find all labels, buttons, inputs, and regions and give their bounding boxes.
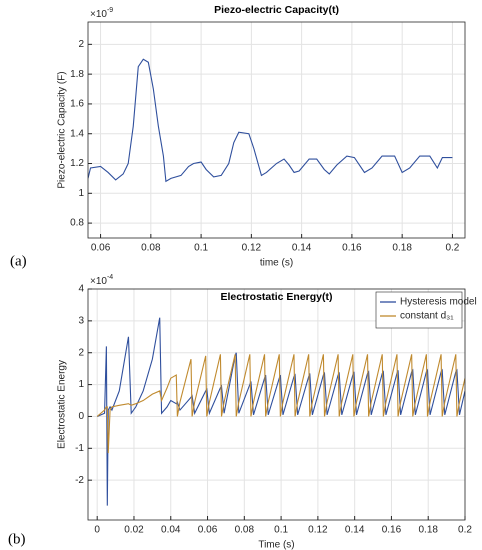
chart-title: Piezo-electric Capacity(t) — [214, 4, 339, 16]
y-multiplier: ×10-4 — [90, 274, 113, 287]
x-tick-label: 0.08 — [235, 525, 255, 536]
y-multiplier: ×10-9 — [90, 7, 113, 20]
x-tick-label: 0.12 — [242, 243, 262, 254]
y-tick-label: 4 — [78, 284, 84, 295]
y-multiplier-exp: -4 — [107, 274, 113, 281]
x-tick-label: 0.18 — [418, 525, 438, 536]
x-tick-label: 0.1 — [194, 243, 208, 254]
x-tick-label: 0.12 — [308, 525, 328, 536]
y-tick-label: 0.8 — [70, 218, 84, 229]
x-tick-label: 0.2 — [445, 243, 459, 254]
y-tick-label: 0 — [78, 411, 84, 422]
plot-area — [88, 22, 465, 238]
y-tick-label: 1.2 — [70, 158, 84, 169]
y-multiplier-exp: -9 — [107, 7, 113, 14]
x-tick-label: 0.2 — [458, 525, 472, 536]
axes-box — [87, 288, 466, 521]
y-tick-label: 3 — [78, 316, 84, 327]
y-tick-label: 1 — [78, 379, 84, 390]
x-tick-label: 0.06 — [91, 243, 111, 254]
y-tick-label: 1.8 — [70, 69, 84, 80]
x-tick-label: 0.16 — [382, 525, 402, 536]
x-axis-label: Time (s) — [258, 540, 294, 550]
x-axis-label: time (s) — [260, 258, 293, 269]
data-line — [88, 58, 453, 183]
x-tick-label: 0.1 — [274, 525, 288, 536]
legend-label: constant d₃₁ — [400, 311, 454, 322]
x-tick-label: 0.08 — [141, 243, 161, 254]
y-multiplier-base: ×10 — [90, 276, 107, 287]
axes-box — [87, 21, 466, 239]
data-line — [96, 354, 465, 454]
y-tick-label: 2 — [78, 347, 84, 358]
x-tick-label: 0.04 — [161, 525, 181, 536]
y-tick-label: -2 — [75, 475, 84, 486]
x-tick-label: 0.14 — [292, 243, 312, 254]
y-tick-label: -1 — [75, 443, 84, 454]
x-tick-label: 0.14 — [345, 525, 365, 536]
y-axis-label: Piezo-electric Capacity (F) — [57, 71, 68, 188]
x-tick-label: 0.02 — [124, 525, 144, 536]
x-tick-label: 0.16 — [342, 243, 362, 254]
panel-label: (a) — [10, 253, 27, 269]
plot-lines — [96, 317, 465, 506]
y-tick-label: 2 — [78, 39, 84, 50]
y-axis-label: Electrostatic Energy — [57, 360, 68, 449]
plot-lines — [88, 58, 453, 183]
x-tick-label: 0.18 — [392, 243, 412, 254]
y-multiplier-base: ×10 — [90, 9, 107, 20]
x-tick-label: 0 — [94, 525, 100, 536]
chart-title: Electrostatic Energy(t) — [220, 291, 332, 303]
y-tick-label: 1 — [78, 188, 84, 199]
y-tick-label: 1.4 — [70, 128, 84, 139]
legend-label: Hysteresis model — [400, 297, 477, 308]
panel-label: (b) — [8, 531, 26, 547]
x-tick-label: 0.06 — [198, 525, 218, 536]
y-tick-label: 1.6 — [70, 99, 84, 110]
legend-box — [375, 291, 463, 329]
